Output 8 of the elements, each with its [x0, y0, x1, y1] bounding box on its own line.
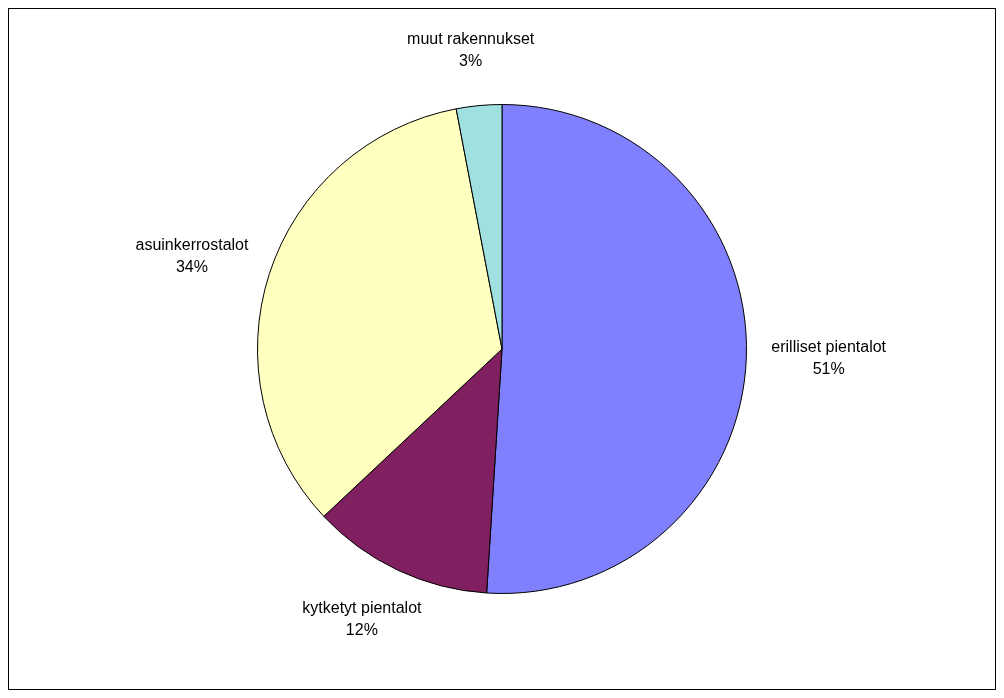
slice-label: muut rakennukset	[407, 30, 535, 48]
slice-label: erilliset pientalot	[771, 337, 887, 355]
data-label: 12%	[345, 621, 378, 639]
slice-label: asuinkerrostalot	[135, 235, 250, 253]
data-label: 51%	[812, 359, 845, 377]
data-label: 3%	[459, 52, 483, 70]
data-label: 34%	[175, 257, 208, 275]
slice-label: kytketyt pientalot	[302, 599, 423, 617]
